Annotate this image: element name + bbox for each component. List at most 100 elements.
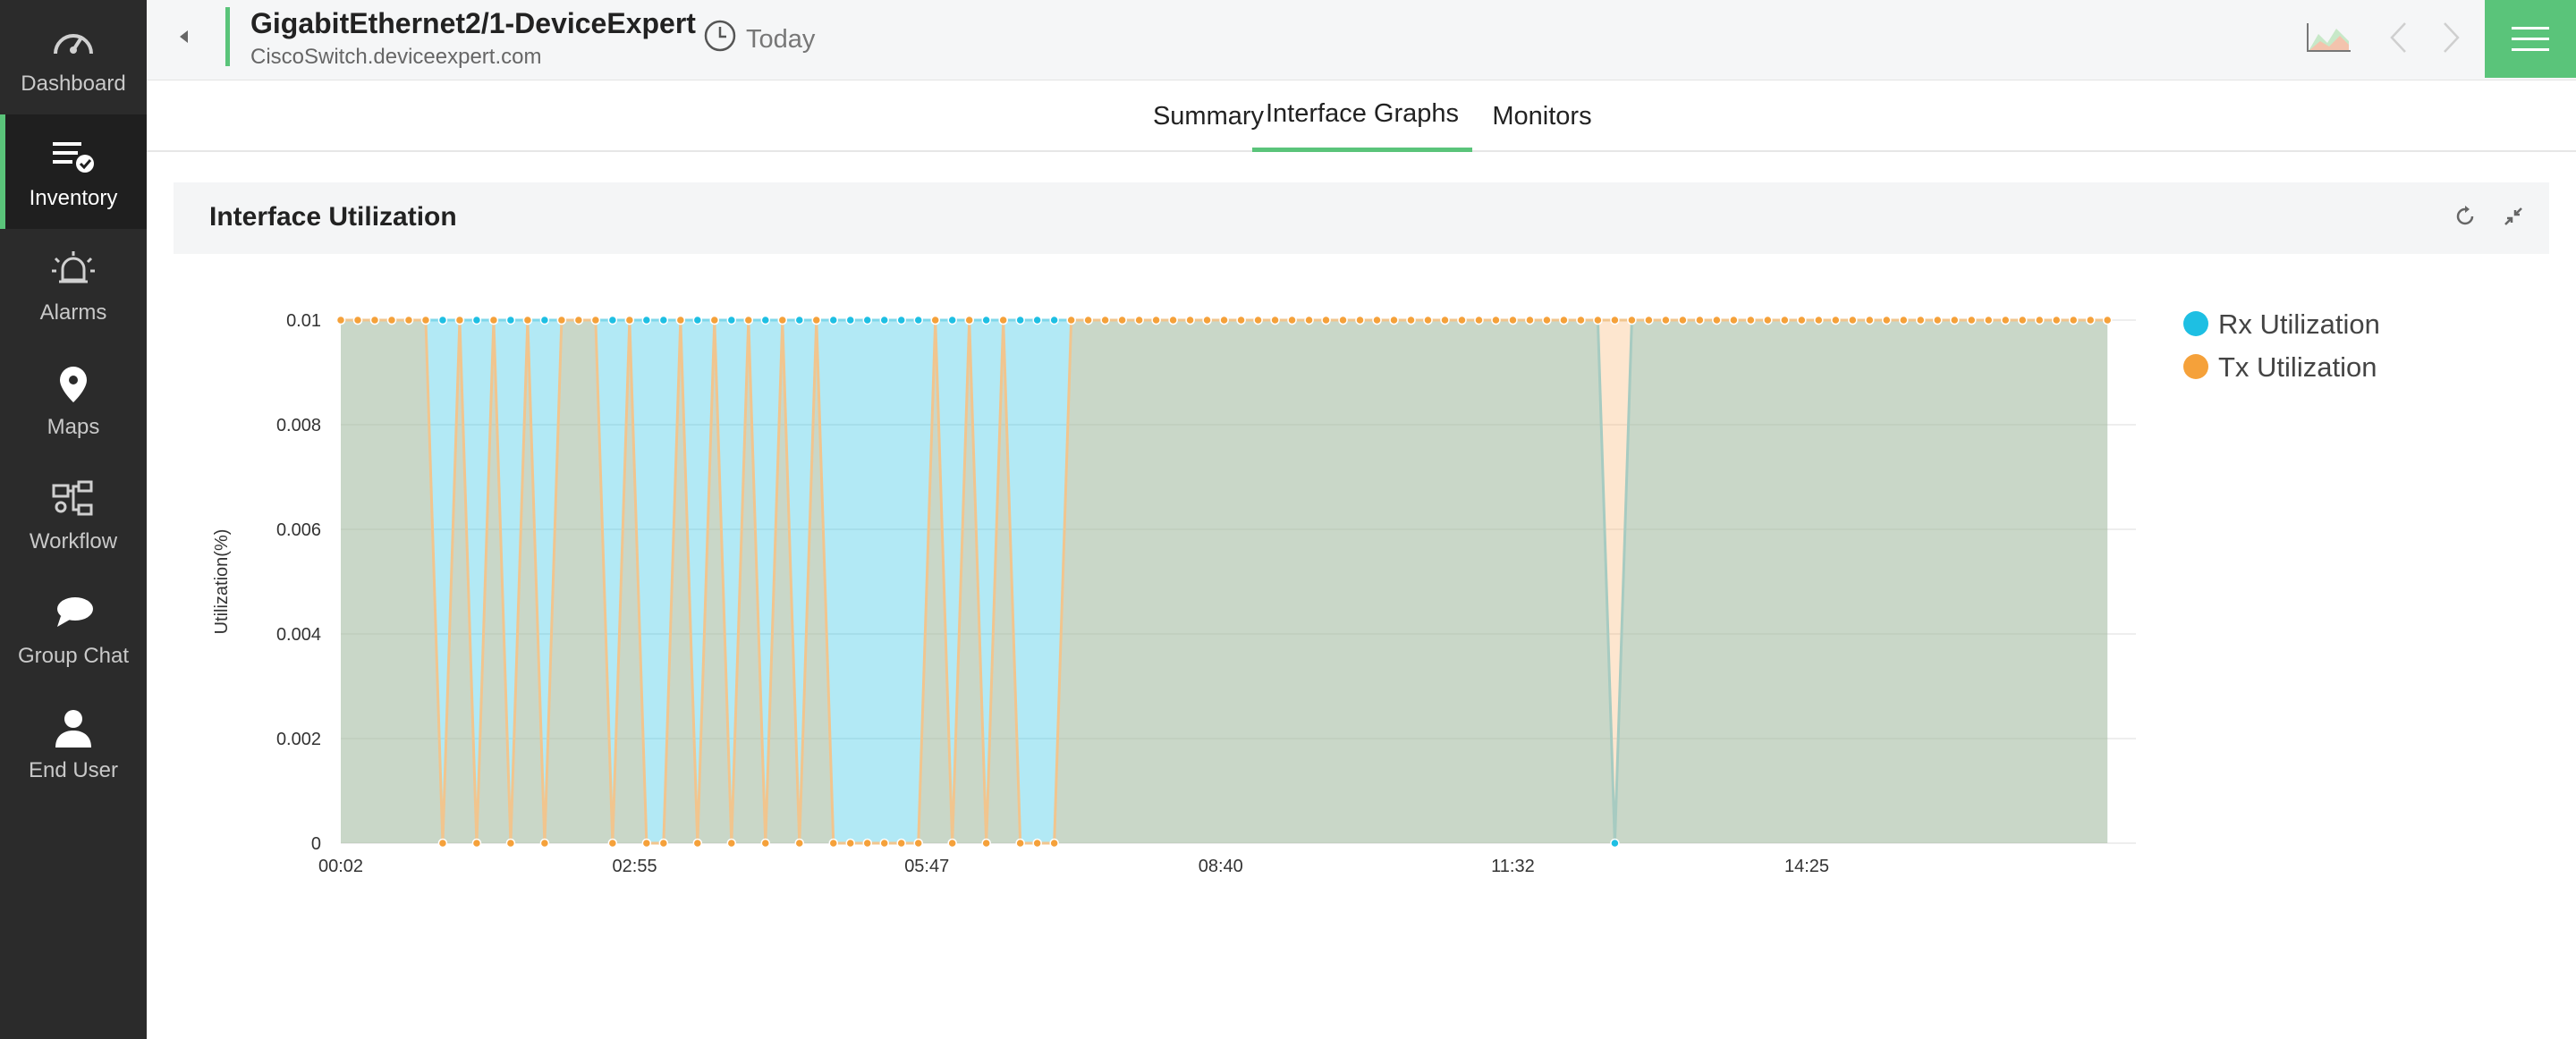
sidebar-item-label: Workflow: [29, 529, 118, 553]
sidebar-item-group-chat[interactable]: Group Chat: [0, 572, 147, 687]
data-point-tx: [1185, 315, 1195, 325]
data-point-tx: [1406, 315, 1416, 325]
sidebar-item-label: Inventory: [29, 186, 118, 210]
data-point-tx: [1168, 315, 1178, 325]
data-point-tx: [1202, 315, 1212, 325]
data-point-tx: [913, 838, 923, 849]
sidebar-item-label: Dashboard: [21, 72, 126, 96]
data-point-tx: [1049, 838, 1059, 849]
previous-button[interactable]: [2383, 20, 2413, 59]
data-point-tx: [1219, 315, 1229, 325]
data-point-tx: [471, 838, 482, 849]
data-point-rx: [539, 315, 550, 325]
data-point-tx: [1814, 315, 1824, 325]
data-point-tx: [454, 315, 465, 325]
chat-bubbles-icon: [48, 590, 98, 637]
workflow-icon: [48, 476, 98, 522]
data-point-tx: [607, 838, 618, 849]
hamburger-menu-button[interactable]: [2485, 0, 2576, 78]
sidebar-item-label: Maps: [47, 415, 100, 439]
clock-icon: [703, 19, 737, 60]
period-selector[interactable]: Today: [703, 19, 815, 60]
data-point-tx: [845, 838, 856, 849]
page-subtitle: CiscoSwitch.deviceexpert.com: [250, 45, 542, 69]
tab-interface-graphs[interactable]: Interface Graphs: [1252, 80, 1472, 152]
x-tick-label: 14:25: [1784, 857, 1829, 876]
data-point-tx: [726, 838, 737, 849]
data-point-tx: [692, 838, 703, 849]
data-point-tx: [1559, 315, 1569, 325]
data-point-tx: [505, 838, 516, 849]
data-point-tx: [403, 315, 414, 325]
panel-header: Interface Utilization: [174, 182, 2549, 254]
x-tick-label: 05:47: [904, 857, 949, 876]
data-point-tx: [777, 315, 788, 325]
y-tick-label: 0.01: [286, 311, 321, 331]
collapse-button[interactable]: [170, 25, 197, 52]
x-tick-label: 00:02: [318, 857, 363, 876]
data-point-tx: [2068, 315, 2079, 325]
data-point-tx: [1644, 315, 1654, 325]
data-point-tx: [1627, 315, 1637, 325]
utilization-chart: 0 0.002 0.004 0.006 0.008 0.01 00:02 02:55 05:47…: [174, 268, 2549, 894]
title-accent-bar: [225, 7, 230, 66]
alarm-bell-icon: [48, 247, 98, 293]
legend-marker: [2183, 311, 2208, 336]
data-point-tx: [1457, 315, 1467, 325]
data-point-tx: [794, 838, 805, 849]
user-icon: [48, 705, 98, 751]
data-point-tx: [1270, 315, 1280, 325]
data-point-tx: [641, 838, 652, 849]
data-point-tx: [437, 838, 448, 849]
panel-title: Interface Utilization: [209, 202, 457, 232]
tab-summary[interactable]: Summary: [1152, 101, 1265, 131]
next-button[interactable]: [2436, 20, 2467, 59]
data-point-tx: [573, 315, 584, 325]
refresh-button[interactable]: [2451, 204, 2479, 232]
data-point-tx: [1983, 315, 1994, 325]
y-tick-label: 0.008: [276, 416, 321, 435]
hamburger-icon: [2512, 27, 2549, 30]
data-point-tx: [1083, 315, 1093, 325]
gauge-icon: [48, 18, 98, 64]
data-point-rx: [862, 315, 872, 325]
tab-monitors[interactable]: Monitors: [1492, 101, 1592, 131]
data-point-tx: [1491, 315, 1501, 325]
sidebar-item-maps[interactable]: Maps: [0, 343, 147, 458]
data-point-rx: [692, 315, 703, 325]
data-point-tx: [811, 315, 822, 325]
data-point-tx: [1865, 315, 1875, 325]
data-point-tx: [1729, 315, 1739, 325]
legend-marker: [2183, 354, 2208, 379]
data-point-tx: [1542, 315, 1552, 325]
data-point-tx: [1966, 315, 1977, 325]
chart-type-button[interactable]: [2304, 20, 2354, 59]
data-point-tx: [1576, 315, 1586, 325]
data-point-tx: [1304, 315, 1314, 325]
data-point-tx: [658, 838, 669, 849]
data-point-tx: [1695, 315, 1705, 325]
data-point-tx: [369, 315, 380, 325]
legend-entry: Rx Utilization: [2218, 308, 2380, 340]
sidebar-item-dashboard[interactable]: Dashboard: [0, 0, 147, 114]
data-point-rx: [828, 315, 839, 325]
data-point-rx: [1032, 315, 1042, 325]
data-point-rx: [845, 315, 856, 325]
data-point-tx: [1848, 315, 1858, 325]
sidebar-item-inventory[interactable]: Inventory: [0, 114, 147, 229]
sidebar-item-end-user[interactable]: End User: [0, 687, 147, 801]
data-point-tx: [2085, 315, 2096, 325]
data-point-tx: [760, 838, 771, 849]
data-point-tx: [335, 315, 346, 325]
collapse-panel-button[interactable]: [2499, 204, 2528, 232]
data-point-rx: [607, 315, 618, 325]
data-point-tx: [1474, 315, 1484, 325]
y-tick-label: 0.004: [276, 625, 321, 645]
header: GigabitEthernet2/1-DeviceExpert CiscoSwi…: [147, 0, 2576, 80]
data-point-rx: [981, 315, 991, 325]
data-point-tx: [1712, 315, 1722, 325]
sidebar-item-alarms[interactable]: Alarms: [0, 229, 147, 343]
sidebar-item-workflow[interactable]: Workflow: [0, 458, 147, 572]
sidebar-item-label: Alarms: [39, 300, 107, 325]
x-tick-label: 08:40: [1199, 857, 1243, 876]
